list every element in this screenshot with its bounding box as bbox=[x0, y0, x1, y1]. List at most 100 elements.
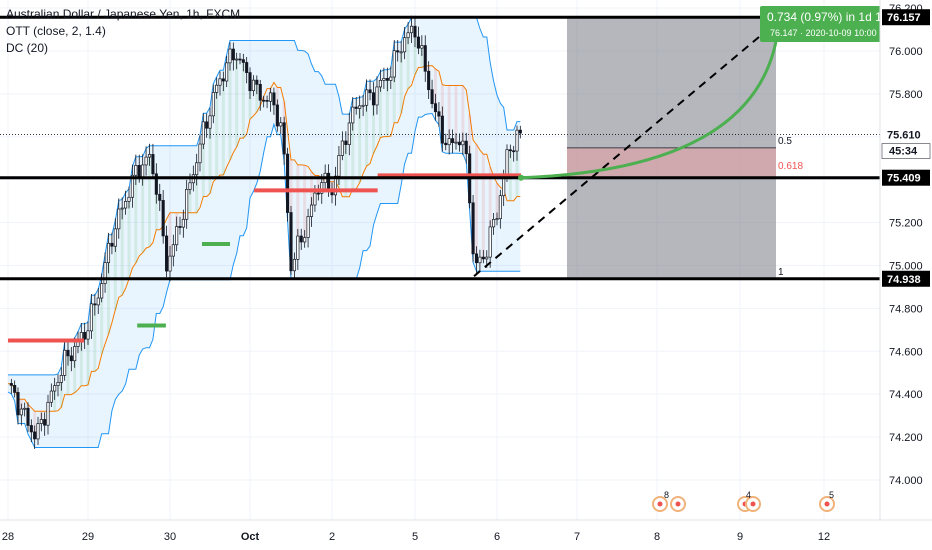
candle bbox=[23, 402, 27, 417]
candle bbox=[69, 346, 73, 372]
candle bbox=[171, 234, 175, 267]
candle bbox=[96, 287, 100, 314]
candle bbox=[151, 143, 155, 179]
candle bbox=[457, 133, 461, 152]
candle bbox=[427, 61, 431, 99]
candle bbox=[110, 232, 114, 255]
time-tick-label: 5 bbox=[412, 531, 418, 543]
candle bbox=[26, 402, 30, 432]
candle bbox=[29, 419, 33, 443]
candle bbox=[344, 131, 348, 154]
candle bbox=[103, 252, 107, 293]
time-tick-label: 6 bbox=[494, 531, 500, 543]
symbol-title: Australian Dollar / Japanese Yen, 1h, FX… bbox=[6, 7, 241, 21]
time-tick-label: 9 bbox=[737, 531, 743, 543]
candle bbox=[221, 71, 225, 92]
candle bbox=[251, 75, 255, 97]
candle bbox=[228, 42, 232, 71]
candle bbox=[389, 66, 393, 89]
candle bbox=[117, 198, 121, 239]
dc-indicator-label: DC (20) bbox=[6, 41, 49, 55]
candle bbox=[248, 67, 252, 99]
candle bbox=[392, 39, 396, 83]
candle bbox=[474, 246, 479, 274]
candle bbox=[413, 15, 417, 48]
time-tick-label: 2 bbox=[329, 531, 335, 543]
ott-indicator-label: OTT (close, 2, 1.4) bbox=[6, 24, 106, 38]
candle bbox=[113, 218, 117, 252]
candle bbox=[63, 341, 67, 381]
candle bbox=[289, 205, 293, 276]
candle bbox=[262, 95, 266, 108]
candle bbox=[354, 96, 358, 115]
candle bbox=[416, 26, 420, 55]
measure-box bbox=[760, 6, 886, 42]
tag-last: 75.610 bbox=[887, 130, 921, 142]
candle bbox=[53, 377, 57, 400]
price-tick-label: 75.200 bbox=[889, 218, 923, 230]
time-tick-label: Oct bbox=[241, 531, 260, 543]
candle bbox=[358, 95, 362, 119]
candle bbox=[306, 208, 310, 248]
countdown-label: 45:34 bbox=[889, 146, 918, 158]
candle bbox=[515, 125, 519, 161]
projection-start-point bbox=[518, 174, 524, 181]
candle bbox=[403, 27, 407, 60]
candle bbox=[225, 55, 229, 88]
candle bbox=[9, 378, 13, 394]
candle bbox=[292, 252, 296, 280]
measure-label: 0.734 (0.97%) in 1d 18h bbox=[767, 10, 895, 24]
candle bbox=[89, 293, 93, 339]
time-tick-label: 12 bbox=[818, 531, 830, 543]
candle bbox=[66, 341, 70, 366]
price-tick-label: 76.000 bbox=[889, 46, 923, 58]
tag-mid: 75.409 bbox=[887, 173, 921, 185]
candle bbox=[245, 56, 249, 84]
candle bbox=[375, 76, 379, 115]
price-tick-label: 74.400 bbox=[889, 389, 923, 401]
candle bbox=[282, 116, 286, 165]
candle bbox=[461, 132, 465, 156]
candle bbox=[382, 67, 386, 89]
fib-label-1: 1 bbox=[778, 267, 784, 278]
candle bbox=[127, 186, 131, 209]
time-tick-label: 28 bbox=[2, 531, 14, 543]
candle bbox=[134, 154, 138, 186]
candle bbox=[33, 425, 37, 450]
candle bbox=[279, 116, 283, 135]
candle bbox=[83, 322, 87, 350]
candle bbox=[440, 106, 444, 152]
candle bbox=[309, 197, 314, 227]
candle bbox=[130, 164, 134, 208]
candle bbox=[303, 230, 307, 248]
price-tick-label: 74.000 bbox=[889, 475, 923, 487]
candle bbox=[378, 69, 382, 92]
candle bbox=[437, 102, 441, 127]
time-tick-label: 30 bbox=[164, 531, 176, 543]
candle bbox=[481, 249, 485, 264]
candle bbox=[498, 189, 502, 229]
candle bbox=[46, 394, 50, 435]
candle bbox=[16, 387, 20, 425]
event-marker-dot bbox=[675, 501, 681, 507]
candle bbox=[454, 133, 458, 150]
candle bbox=[508, 144, 512, 158]
candle bbox=[299, 228, 303, 250]
price-tick-label: 75.000 bbox=[889, 260, 923, 272]
candle bbox=[49, 383, 53, 407]
candle bbox=[478, 249, 482, 272]
price-tick-label: 74.800 bbox=[889, 303, 923, 315]
candle bbox=[272, 87, 276, 115]
event-count: 5 bbox=[829, 490, 834, 500]
event-marker-dot bbox=[824, 501, 830, 507]
tag-mid-bg bbox=[882, 169, 930, 186]
candle bbox=[296, 229, 300, 270]
candle bbox=[385, 67, 389, 92]
candle bbox=[241, 53, 245, 72]
candle bbox=[258, 79, 262, 111]
candle bbox=[495, 212, 499, 226]
candle bbox=[13, 380, 17, 398]
candle bbox=[316, 184, 320, 201]
time-tick-label: 29 bbox=[82, 531, 94, 543]
